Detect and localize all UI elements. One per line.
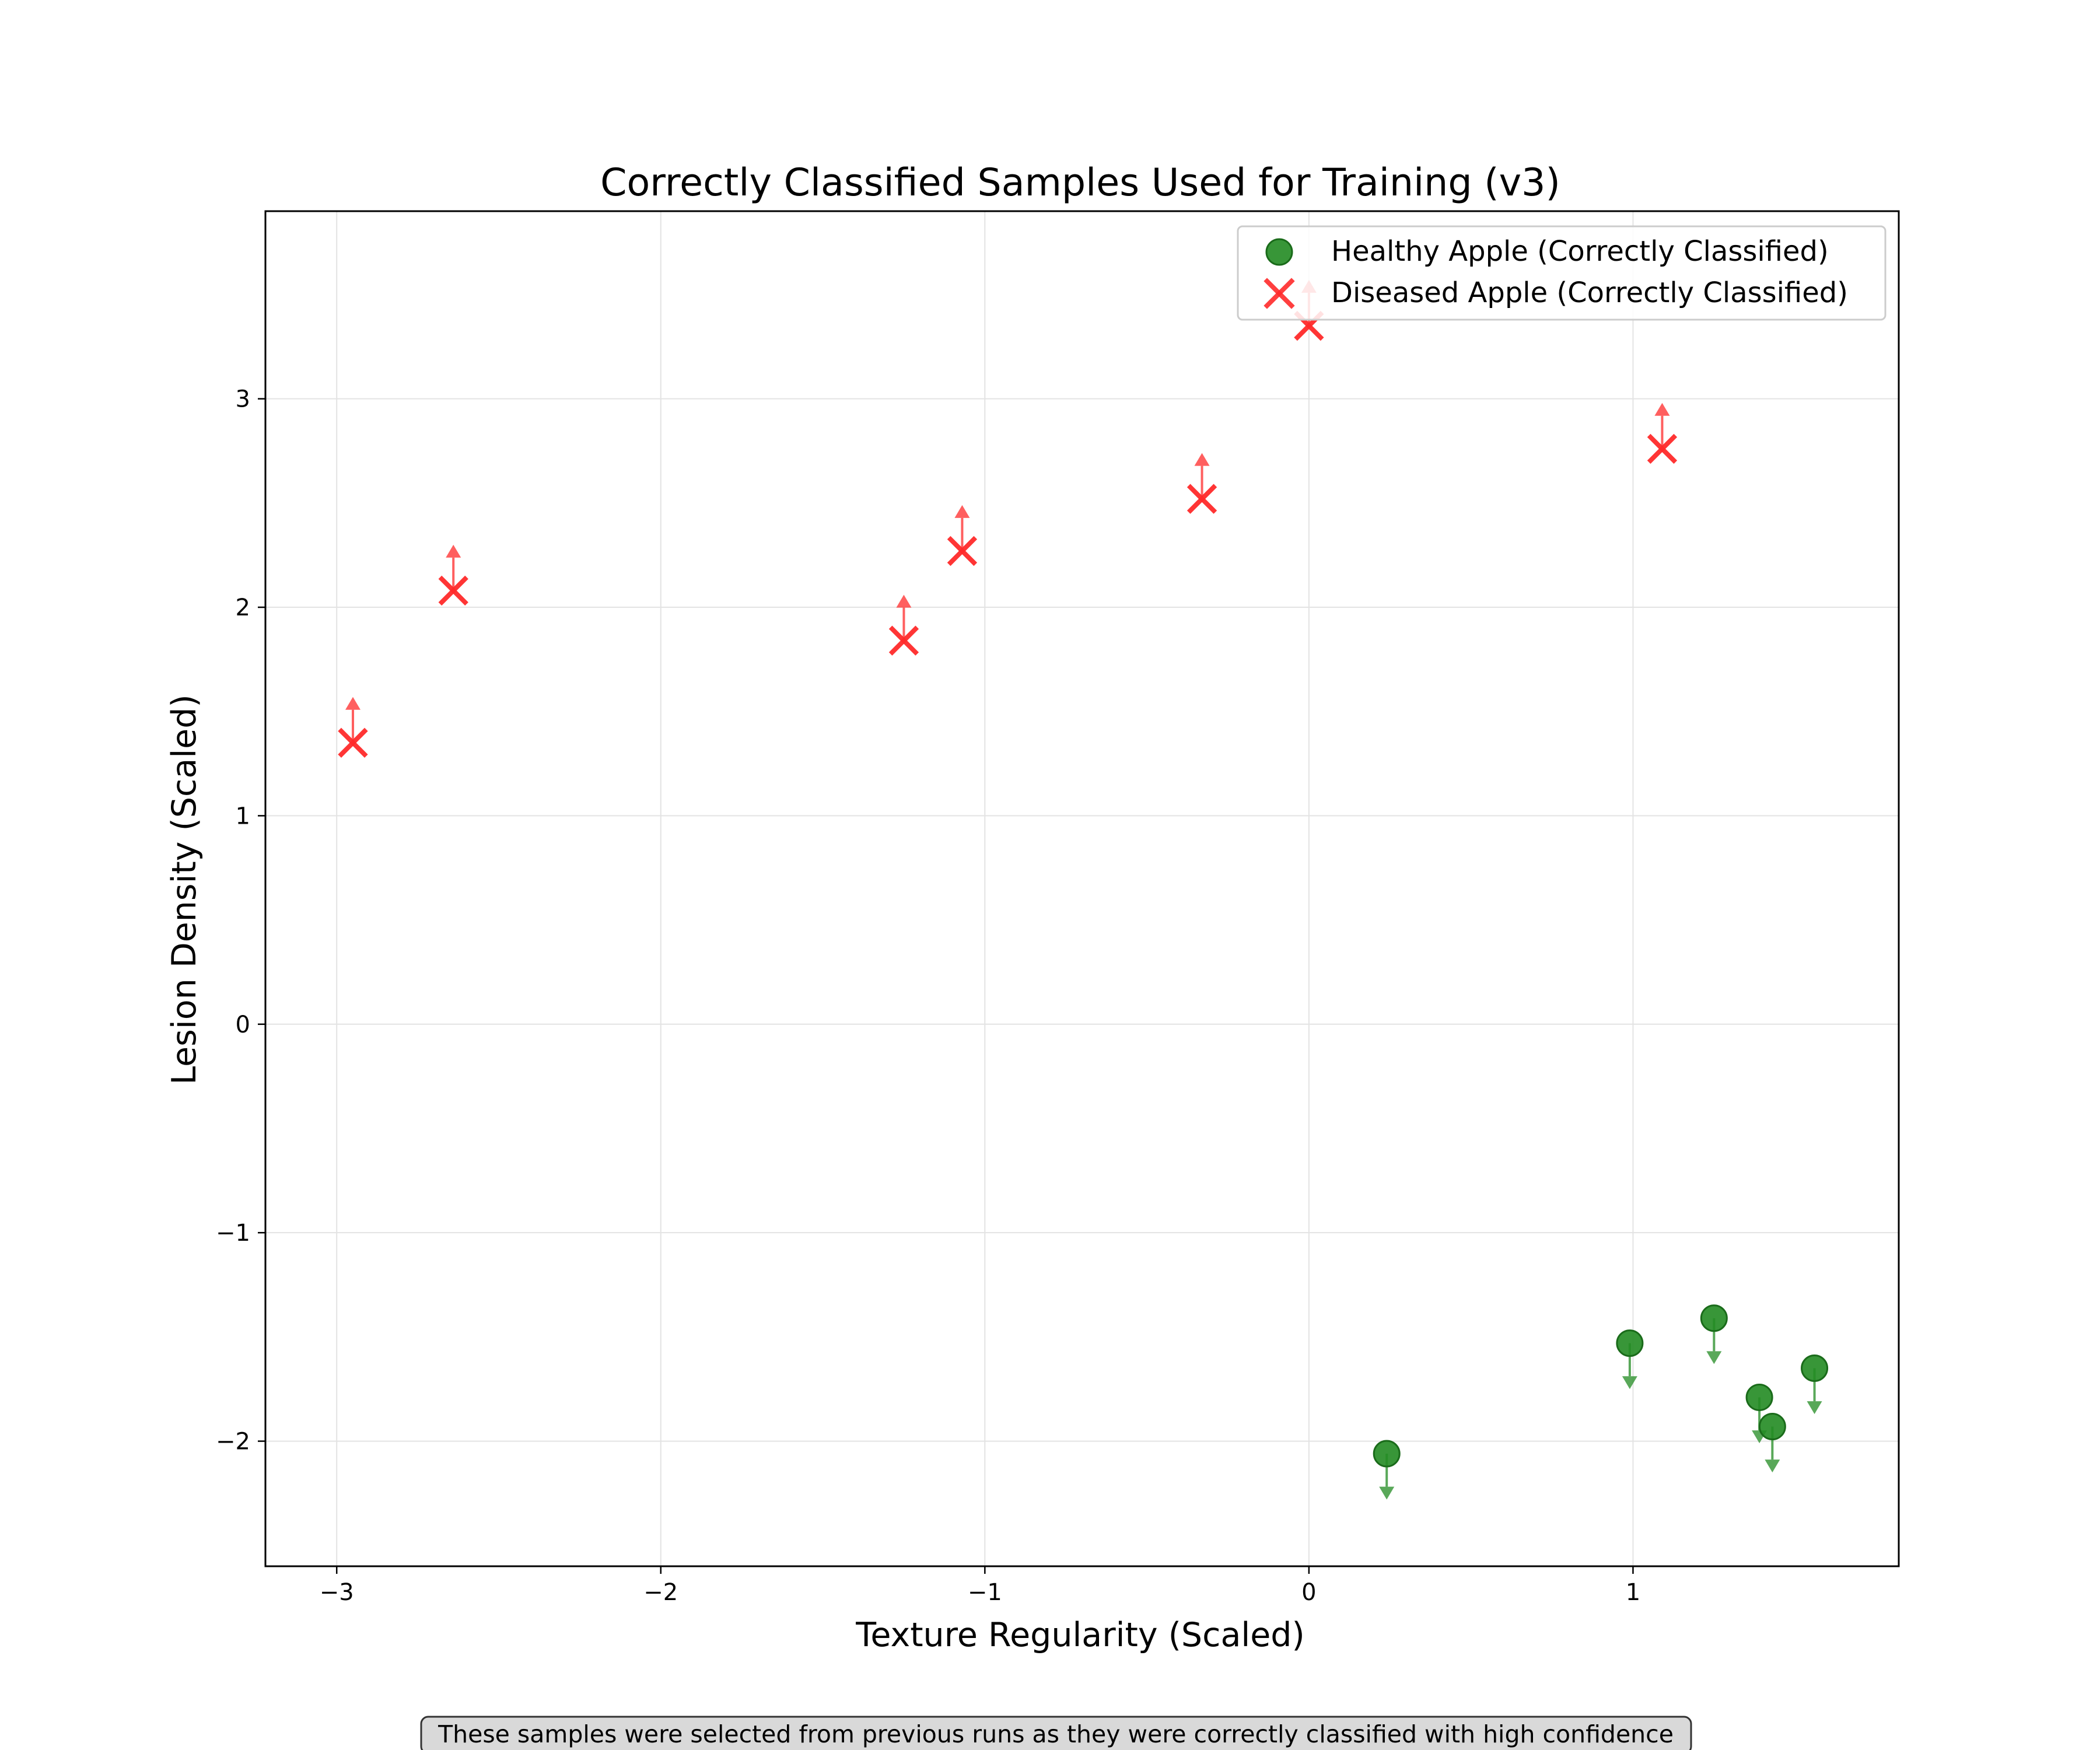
healthy-point <box>1745 1384 1773 1412</box>
y-axis-label: Lesion Density (Scaled) <box>165 694 204 1084</box>
healthy-series <box>1373 1304 1829 1500</box>
direction-arrow-head <box>1765 1460 1780 1473</box>
y-tick-label: 2 <box>236 594 250 621</box>
y-tick-label: −1 <box>216 1220 250 1247</box>
direction-arrow-head <box>345 696 360 710</box>
diseased-series <box>338 279 1678 758</box>
y-tick-label: 3 <box>236 386 250 413</box>
direction-arrow-head <box>1706 1351 1722 1364</box>
diseased-point <box>1647 433 1678 464</box>
direction-arrow-head <box>896 594 912 608</box>
grid-lines <box>265 211 1899 1566</box>
diseased-point <box>947 536 978 566</box>
x-axis-label: Texture Regularity (Scaled) <box>855 1616 1304 1654</box>
diseased-point <box>888 625 919 656</box>
diseased-point-stroke <box>1186 484 1217 514</box>
x-tick-label: −1 <box>968 1579 1002 1606</box>
diseased-point-stroke <box>947 536 978 566</box>
legend-diseased-marker <box>1264 278 1295 309</box>
y-tick-label: 0 <box>236 1012 250 1038</box>
diseased-point-stroke <box>888 625 919 656</box>
footnote-box: These samples were selected from previou… <box>420 1716 1692 1750</box>
direction-arrow-head <box>1622 1376 1637 1390</box>
diseased-point-stroke <box>338 727 368 758</box>
direction-arrow-head <box>1379 1486 1395 1500</box>
healthy-point <box>1758 1413 1786 1441</box>
chart-title: Correctly Classified Samples Used for Tr… <box>600 161 1560 205</box>
healthy-point <box>1801 1354 1829 1382</box>
legend-box <box>1237 225 1887 321</box>
diseased-point <box>1186 484 1217 514</box>
legend: Healthy Apple (Correctly Classified) Dis… <box>1237 225 1887 321</box>
x-tick-label: −3 <box>320 1579 354 1606</box>
direction-arrow-head <box>1194 453 1210 466</box>
legend-diseased-label: Diseased Apple (Correctly Classified) <box>1331 276 1848 309</box>
footnote-background <box>420 1716 1692 1750</box>
direction-arrow-head <box>1654 402 1670 416</box>
y-tick-label: −2 <box>216 1429 250 1455</box>
legend-healthy-marker <box>1265 238 1293 266</box>
axis-ticks: −3 −2 −1 0 1 −2 −1 0 1 2 3 <box>216 386 1640 1606</box>
healthy-point <box>1373 1440 1401 1468</box>
healthy-point <box>1700 1304 1728 1332</box>
x-tick-label: −2 <box>643 1579 678 1606</box>
diseased-point-stroke <box>1647 433 1678 464</box>
direction-arrow-head <box>1807 1401 1822 1415</box>
x-tick-label: 0 <box>1301 1579 1316 1606</box>
healthy-point <box>1616 1329 1644 1357</box>
legend-healthy-label: Healthy Apple (Correctly Classified) <box>1331 235 1829 268</box>
footnote-text: These samples were selected from previou… <box>438 1720 1674 1748</box>
data-marks <box>338 279 1829 1500</box>
y-tick-label: 1 <box>236 803 250 830</box>
diseased-point <box>338 727 368 758</box>
plot-area-frame <box>264 210 1900 1567</box>
x-tick-label: 1 <box>1626 1579 1640 1606</box>
direction-arrow-head <box>446 544 461 558</box>
diseased-point <box>438 575 468 606</box>
diseased-point-stroke <box>438 575 468 606</box>
direction-arrow-head <box>954 505 970 518</box>
